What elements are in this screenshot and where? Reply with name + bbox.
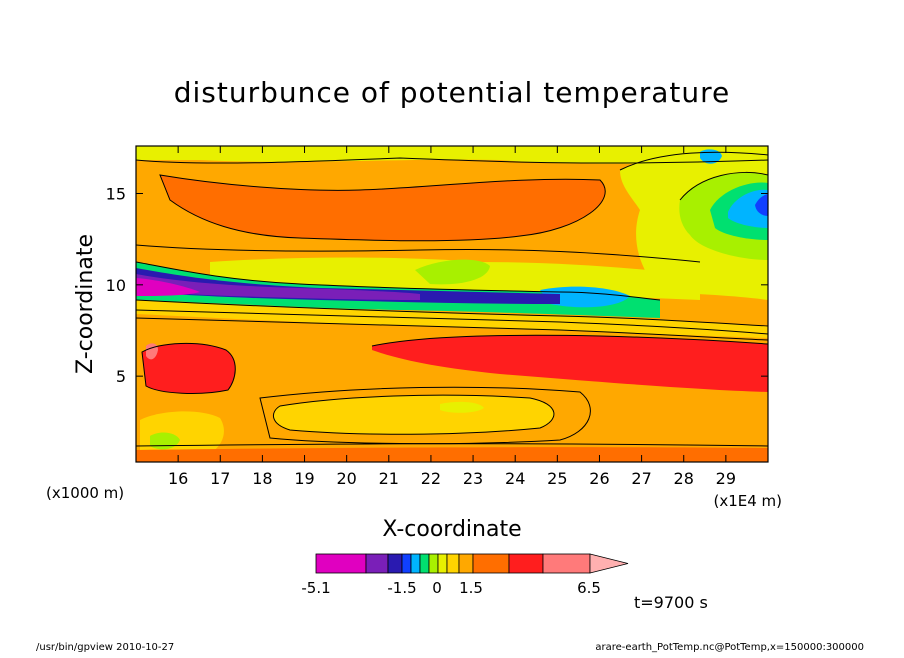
footer-right: arare-earth_PotTemp.nc@PotTemp,x=150000:…: [595, 642, 864, 653]
field-neg-magenta: [136, 278, 200, 296]
field-red-left: [142, 343, 236, 394]
colorbar-segment: [428, 553, 439, 574]
colorbar-extend-arrow: [589, 553, 629, 574]
contour-lines: [136, 151, 768, 447]
chart-title: disturbunce of potential temperature: [174, 76, 731, 109]
colorbar-segment: [365, 553, 389, 574]
colorbar-segment: [419, 553, 430, 574]
heatmap-field: [136, 146, 768, 462]
x-tick-label: 28: [674, 469, 694, 488]
field-top-cyan: [700, 149, 722, 164]
x-axis: 16 17 18 19 20 21 22 23 24 25 26 27 28 29: [168, 146, 736, 488]
x-tick-label: 22: [421, 469, 441, 488]
colorbar-segment: [437, 553, 448, 574]
colorbar-tick-label: 6.5: [577, 579, 601, 597]
colorbar-segment: [508, 553, 544, 574]
field-mid-lime: [415, 259, 490, 285]
footer-left: /usr/bin/gpview 2010-10-27: [36, 642, 174, 653]
x-tick-label: 20: [336, 469, 356, 488]
colorbar-segment: [315, 553, 367, 574]
field-top-yellow: [136, 146, 768, 165]
field-right-cyan: [728, 189, 768, 228]
y-tick-label: 5: [116, 367, 126, 386]
x-tick-label: 18: [252, 469, 272, 488]
field-lower-yellow-inner: [440, 401, 484, 413]
colorbar-tick-label: 0: [432, 579, 442, 597]
field-bottom-strip: [136, 447, 768, 462]
y-axis: 5 10 15: [106, 184, 768, 386]
x-tick-label: 26: [589, 469, 609, 488]
x-axis-unit-left: (x1000 m): [46, 484, 124, 502]
colorbar-tick-label: -1.5: [387, 579, 416, 597]
field-lower-yellow: [273, 395, 554, 435]
colorbar-segment: [387, 553, 403, 574]
colorbar-segment: [542, 553, 591, 574]
colorbar-tick-label: 1.5: [459, 579, 483, 597]
field-neg-purple: [136, 274, 420, 300]
field-right-blue: [755, 194, 768, 216]
y-tick-label: 10: [106, 276, 126, 295]
colorbar-segment: [458, 553, 474, 574]
x-tick-label: 19: [294, 469, 314, 488]
x-axis-label: X-coordinate: [382, 517, 521, 542]
colorbar-tick-label: -5.1: [301, 579, 330, 597]
x-axis-unit-right: (x1E4 m): [713, 492, 782, 510]
colorbar: [315, 553, 629, 574]
plot-frame: [135, 145, 769, 463]
x-tick-label: 16: [168, 469, 188, 488]
y-axis-label: Z-coordinate: [73, 234, 98, 374]
x-tick-label: 29: [716, 469, 736, 488]
x-tick-label: 24: [505, 469, 525, 488]
y-tick-label: 15: [106, 184, 126, 203]
x-tick-label: 25: [547, 469, 567, 488]
colorbar-segment: [401, 553, 412, 574]
field-upper-orange: [160, 175, 606, 241]
x-tick-label: 27: [631, 469, 651, 488]
x-tick-label: 21: [379, 469, 399, 488]
colorbar-labels: -5.1 -1.5 0 1.5 6.5: [301, 579, 601, 597]
colorbar-segment: [446, 553, 460, 574]
field-red-right: [372, 335, 768, 392]
time-label: t=9700 s: [634, 593, 708, 612]
x-tick-label: 23: [463, 469, 483, 488]
colorbar-segment: [410, 553, 421, 574]
colorbar-segment: [472, 553, 510, 574]
x-tick-label: 17: [210, 469, 230, 488]
